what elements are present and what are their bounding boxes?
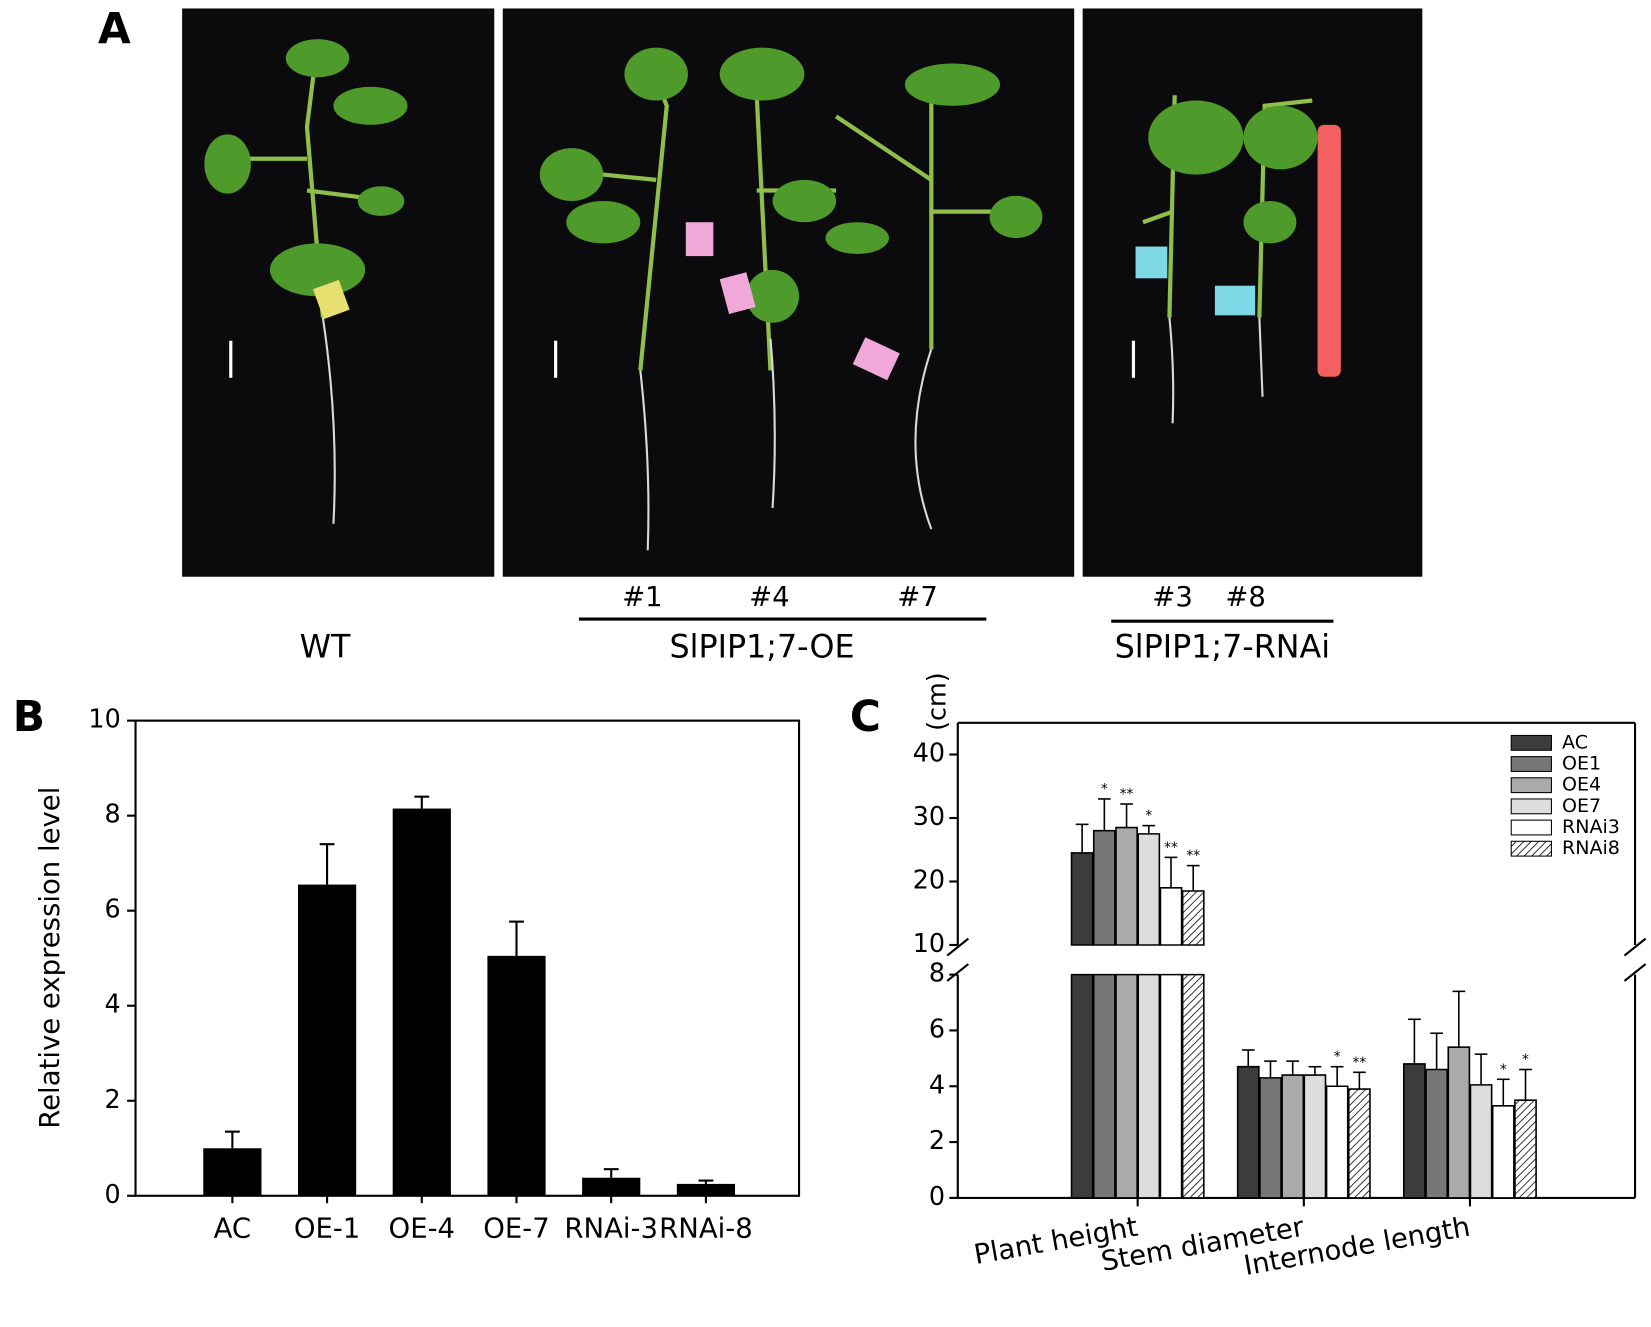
bar xyxy=(1259,1077,1282,1199)
legend-swatch xyxy=(1510,798,1552,815)
y-tick-label: 0 xyxy=(929,1181,945,1211)
bar xyxy=(1181,890,1205,1199)
y-tick-label: 2 xyxy=(105,1084,121,1114)
y-tick-label: 2 xyxy=(929,1125,945,1155)
bar xyxy=(297,884,357,1196)
y-tick-label: 40 xyxy=(913,738,945,768)
x-tick-label: OE-1 xyxy=(294,1213,360,1245)
group-label: WT xyxy=(300,630,351,666)
legend-label: OE1 xyxy=(1562,753,1601,775)
axis-break xyxy=(946,963,970,982)
tag xyxy=(1135,246,1168,279)
legend-label: RNAi3 xyxy=(1562,816,1620,838)
tag xyxy=(685,222,714,257)
significance: * xyxy=(1522,1052,1529,1068)
bar xyxy=(676,1183,736,1196)
bar xyxy=(203,1148,262,1196)
roots xyxy=(321,317,1264,551)
x-tick-label: OE-4 xyxy=(389,1213,455,1245)
legend-swatch xyxy=(1510,756,1552,772)
line-label: #3 xyxy=(1152,581,1193,613)
bar xyxy=(1092,829,1116,1199)
x-tick-label: RNAi-8 xyxy=(659,1213,753,1245)
y-axis-label: (cm) xyxy=(922,672,952,730)
plot-frame xyxy=(134,719,801,1197)
y-tick-label: 30 xyxy=(913,801,945,831)
bar xyxy=(1159,887,1183,1199)
bar xyxy=(1425,1068,1448,1199)
tag xyxy=(852,337,900,381)
x-tick-label: OE-7 xyxy=(483,1213,549,1245)
x-tick-label: RNAi-3 xyxy=(564,1213,658,1245)
axis-break xyxy=(946,937,970,957)
significance: * xyxy=(1145,808,1152,824)
y-tick-label: 8 xyxy=(929,958,945,988)
bar xyxy=(1447,1046,1471,1199)
y-tick-label: 6 xyxy=(105,894,121,924)
bar xyxy=(1303,1074,1327,1199)
significance: * xyxy=(1500,1062,1507,1078)
bar xyxy=(1347,1088,1371,1199)
y-tick-label: 10 xyxy=(913,928,945,958)
photo-panel: A WT SlPIP1;7-OE SlPIP1;7-RNAi #1 #4 #7 … xyxy=(98,4,1423,666)
legend-label: AC xyxy=(1562,731,1588,753)
scale-bars xyxy=(229,340,1136,378)
panel-label: C xyxy=(850,692,881,741)
bar xyxy=(1469,1084,1493,1199)
line-label: #4 xyxy=(749,581,790,613)
y-tick-label: 8 xyxy=(105,799,121,829)
y-tick-label: 0 xyxy=(105,1179,121,1209)
legend-swatch xyxy=(1510,819,1552,836)
significance: ** xyxy=(1164,840,1178,856)
line-label: #7 xyxy=(897,581,938,613)
bar xyxy=(392,808,451,1196)
significance: ** xyxy=(1120,787,1134,803)
y-tick-label: 6 xyxy=(929,1013,945,1043)
legend-swatch xyxy=(1510,734,1552,751)
significance: * xyxy=(1334,1049,1341,1065)
line-label: #8 xyxy=(1225,581,1266,613)
panel-label: B xyxy=(13,692,45,741)
legend-swatch xyxy=(1510,840,1552,857)
y-tick-label: 20 xyxy=(913,864,945,894)
bar xyxy=(1137,833,1161,1199)
panel-label: A xyxy=(98,4,131,53)
bar xyxy=(487,955,546,1196)
significance: ** xyxy=(1186,848,1200,864)
tag xyxy=(1214,285,1256,316)
y-tick-label: 4 xyxy=(105,989,121,1019)
line-label: #1 xyxy=(622,581,663,613)
axis-break xyxy=(1623,963,1647,982)
bar xyxy=(1514,1099,1537,1199)
bar xyxy=(1491,1104,1515,1199)
group-label: SlPIP1;7-OE xyxy=(669,630,854,666)
legend-label: RNAi8 xyxy=(1562,837,1620,859)
y-tick-label: 4 xyxy=(929,1069,945,1099)
bar xyxy=(1070,852,1094,1199)
legend-swatch xyxy=(1510,777,1552,794)
y-tick-label: 10 xyxy=(88,704,120,734)
bar xyxy=(582,1177,641,1196)
bar xyxy=(1236,1065,1260,1199)
bar xyxy=(1325,1085,1349,1199)
bar xyxy=(1281,1074,1305,1199)
y-axis-label: Relative expression level xyxy=(34,787,66,1129)
axis-break xyxy=(1623,937,1647,957)
plant-leaves xyxy=(204,39,1318,323)
legend-label: OE7 xyxy=(1562,795,1601,817)
tag xyxy=(312,279,350,320)
group-label: SlPIP1;7-RNAi xyxy=(1115,630,1330,666)
x-tick-label: AC xyxy=(214,1213,252,1245)
tag xyxy=(719,272,756,315)
ruler xyxy=(1317,124,1341,377)
bar xyxy=(1115,826,1138,1199)
significance: * xyxy=(1101,781,1108,797)
significance: ** xyxy=(1352,1055,1366,1071)
bar xyxy=(1403,1063,1426,1199)
legend-label: OE4 xyxy=(1562,774,1601,796)
